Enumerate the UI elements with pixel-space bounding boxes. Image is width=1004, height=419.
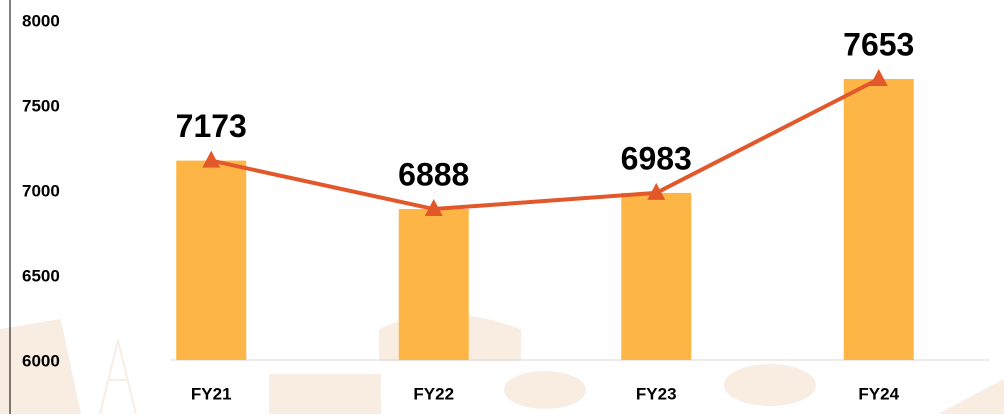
bg-tree bbox=[724, 364, 816, 406]
y-tick-label: 8000 bbox=[22, 11, 60, 30]
data-label: 7173 bbox=[176, 108, 247, 144]
x-tick-label: FY21 bbox=[191, 384, 232, 403]
x-tick-label: FY22 bbox=[413, 384, 454, 403]
bar bbox=[621, 192, 692, 360]
data-label: 6888 bbox=[398, 156, 469, 192]
bg-tree bbox=[504, 371, 586, 409]
y-tick-label: 6500 bbox=[22, 266, 60, 285]
data-label: 7653 bbox=[843, 26, 914, 62]
y-tick-label: 7500 bbox=[22, 96, 60, 115]
bg-building bbox=[269, 374, 381, 415]
line bbox=[210, 77, 880, 212]
line-marker bbox=[424, 199, 443, 217]
y-tick-label: 6000 bbox=[22, 351, 60, 370]
bg-shape bbox=[939, 378, 1004, 415]
line-marker bbox=[647, 182, 666, 200]
line-marker bbox=[869, 68, 888, 86]
bg-pylon bbox=[99, 339, 137, 415]
data-label: 6983 bbox=[621, 140, 692, 176]
y-tick-label: 7000 bbox=[22, 181, 60, 200]
bar bbox=[398, 209, 469, 360]
bar bbox=[843, 78, 914, 361]
x-tick-label: FY24 bbox=[858, 384, 899, 403]
x-tick-label: FY23 bbox=[636, 384, 677, 403]
line-marker bbox=[202, 150, 221, 168]
bar bbox=[176, 160, 247, 360]
